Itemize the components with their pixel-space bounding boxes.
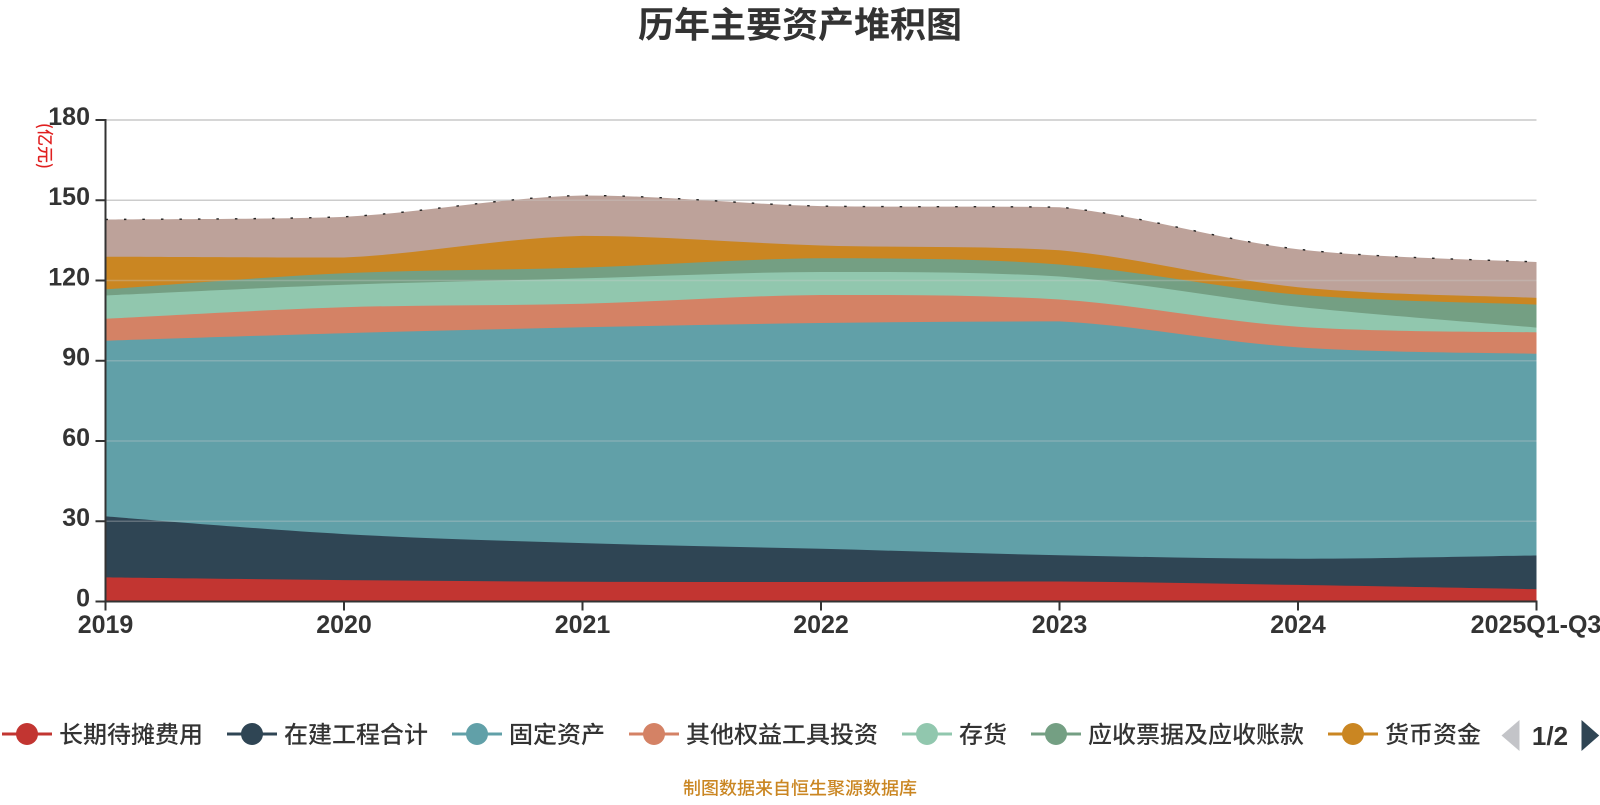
- svg-text:120: 120: [48, 263, 90, 291]
- svg-text:2019: 2019: [78, 611, 134, 639]
- svg-text:60: 60: [62, 424, 90, 452]
- svg-text:2022: 2022: [793, 611, 849, 639]
- svg-text:180: 180: [48, 103, 90, 131]
- svg-text:90: 90: [62, 344, 90, 372]
- svg-text:2020: 2020: [316, 611, 372, 639]
- svg-text:1/2: 1/2: [1532, 721, 1568, 751]
- svg-text:2024: 2024: [1270, 611, 1326, 639]
- svg-text:150: 150: [48, 183, 90, 211]
- svg-text:30: 30: [62, 504, 90, 532]
- svg-text:2025Q1-Q3: 2025Q1-Q3: [1471, 611, 1600, 639]
- svg-text:0: 0: [76, 584, 90, 612]
- svg-text:2023: 2023: [1032, 611, 1088, 639]
- svg-text:2021: 2021: [555, 611, 611, 639]
